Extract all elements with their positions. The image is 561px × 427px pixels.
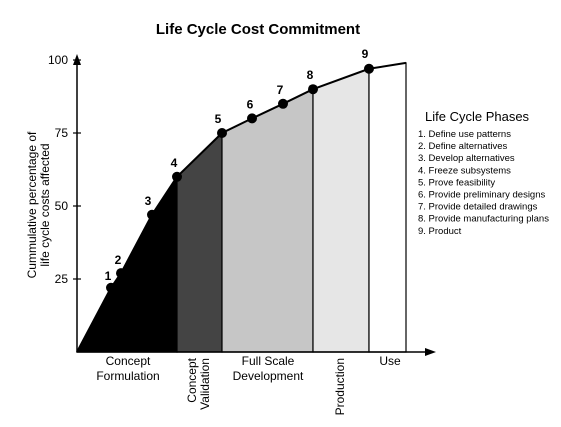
legend-item: 3. Develop alternatives	[418, 153, 515, 164]
y-axis-label: Cummulative percentage oflife cycle cost…	[25, 131, 52, 278]
data-point-7	[278, 98, 288, 109]
data-point-3	[147, 209, 157, 220]
data-point-6	[247, 113, 257, 124]
phase-label: Production	[333, 358, 347, 415]
data-point-label: 7	[277, 83, 284, 97]
data-point-label: 6	[247, 97, 254, 111]
phase-label: Full Scale Development	[233, 354, 304, 383]
y-tick-label: 25	[55, 272, 69, 286]
y-tick-label: 50	[55, 199, 69, 213]
data-point-label: 2	[115, 253, 122, 267]
x-axis-arrow	[425, 348, 436, 356]
data-point-1	[106, 282, 116, 293]
legend-item: 7. Provide detailed drawings	[418, 202, 538, 213]
data-point-4	[172, 171, 182, 182]
legend-title: Life Cycle Phases	[425, 109, 530, 124]
phase-area-4	[312, 67, 370, 353]
y-tick-label: 100	[48, 53, 68, 67]
data-point-2	[116, 268, 126, 279]
legend-item: 8. Provide manufacturing plans	[418, 214, 549, 225]
y-tick-label: 75	[55, 126, 69, 140]
phase-area-5	[368, 62, 407, 353]
phase-area-2	[176, 131, 223, 353]
phase-label: Use	[379, 354, 401, 368]
data-point-label: 1	[105, 269, 112, 283]
data-point-label: 8	[307, 68, 314, 82]
data-point-9	[364, 63, 374, 74]
legend-item: 4. Freeze subsystems	[418, 165, 511, 176]
data-point-label: 3	[145, 194, 152, 208]
data-point-8	[308, 84, 318, 95]
legend-item: 1. Define use patterns	[418, 129, 511, 140]
legend-item: 6. Provide preliminary designs	[418, 190, 546, 201]
phase-label: Concept Formulation	[96, 354, 159, 383]
legend-item: 9. Product	[418, 226, 462, 237]
data-point-label: 5	[215, 112, 222, 126]
legend-item: 2. Define alternatives	[418, 141, 507, 152]
chart-title: Life Cycle Cost Commitment	[156, 21, 360, 38]
phase-area-3	[221, 88, 314, 353]
data-point-label: 4	[171, 156, 178, 170]
data-point-5	[217, 128, 227, 138]
legend-item: 5. Prove feasibility	[418, 177, 495, 188]
data-point-label: 9	[362, 47, 369, 61]
phase-label: ConceptValidation	[185, 357, 212, 409]
